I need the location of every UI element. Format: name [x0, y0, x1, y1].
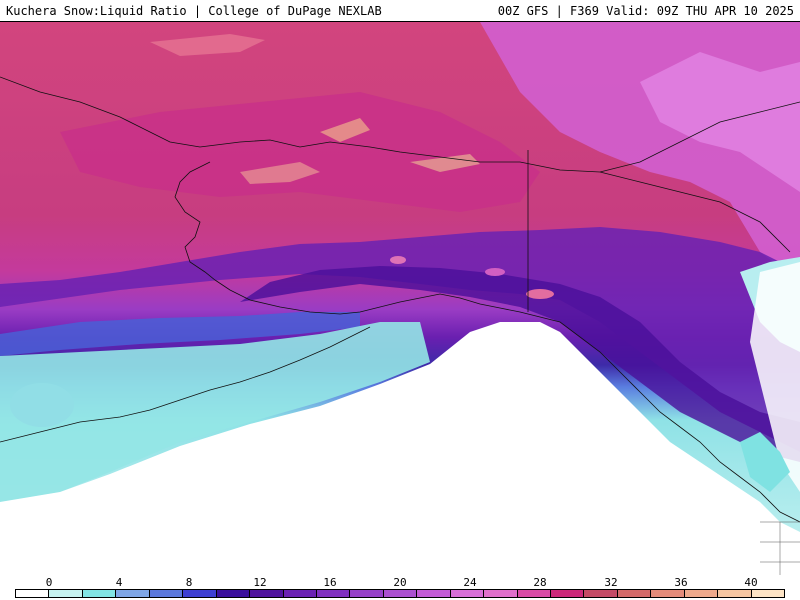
legend-color-cell — [617, 590, 652, 597]
field-pink-slope — [320, 118, 370, 142]
field-purple-band — [0, 227, 800, 452]
legend-tick: 36 — [674, 576, 688, 589]
field-blue-band — [0, 312, 360, 356]
field-pink-hotspot — [390, 256, 406, 264]
ocean-no-data — [0, 322, 800, 575]
legend-color-cell — [116, 590, 150, 597]
legend-color-cell — [450, 590, 485, 597]
legend-color-cell — [684, 590, 719, 597]
ocean-east-white — [750, 262, 800, 492]
alaska-south-coast — [249, 293, 800, 523]
legend-color-cell — [49, 590, 83, 597]
legend-color-cell — [584, 590, 618, 597]
legend-color-cell — [82, 590, 117, 597]
legend-tick: 24 — [463, 576, 477, 589]
alaska-north-coast — [0, 76, 800, 173]
field-pink-mid — [240, 162, 320, 184]
legend-tick: 4 — [115, 576, 123, 589]
run-valid-time: 00Z GFS | F369 Valid: 09Z THU APR 10 202… — [497, 4, 794, 18]
legend-tick: 0 — [45, 576, 53, 589]
field-pink-hotspot — [526, 289, 554, 299]
product-title: Kuchera Snow:Liquid Ratio | College of D… — [6, 4, 382, 18]
color-legend: 0 4 8 12 16 20 24 28 32 36 40 — [0, 575, 800, 600]
field-cyan-south — [0, 322, 430, 502]
legend-color-cell — [183, 590, 217, 597]
field-cyan-fringe — [740, 432, 790, 492]
legend-tick: 16 — [323, 576, 337, 589]
legend-tick: 28 — [533, 576, 547, 589]
aleutian-chain — [0, 326, 371, 443]
legend-color-cell — [551, 590, 585, 597]
field-pink-north — [150, 34, 265, 56]
legend-color-cell — [316, 590, 351, 597]
coastlines — [0, 76, 800, 523]
legend-tick: 32 — [604, 576, 618, 589]
legend-tick: 20 — [393, 576, 407, 589]
legend-tick: 40 — [744, 576, 758, 589]
legend-color-cell — [718, 590, 752, 597]
field-pink-east — [410, 154, 480, 172]
legend-color-cell — [149, 590, 184, 597]
lower-right-borders — [760, 521, 800, 575]
legend-color-cell — [383, 590, 418, 597]
legend-color-cell — [350, 590, 384, 597]
legend-color-cell — [417, 590, 451, 597]
legend-color-bar — [15, 589, 785, 598]
legend-color-cell — [283, 590, 317, 597]
canada-coast — [599, 171, 791, 253]
legend-color-cell — [16, 590, 50, 597]
legend-color-cell — [216, 590, 251, 597]
field-pink-hotspot — [485, 268, 505, 276]
legend-color-cell — [517, 590, 551, 597]
legend-color-cell — [250, 590, 284, 597]
alaska-west-coast — [174, 161, 251, 301]
legend-ticks: 0 4 8 12 16 20 24 28 32 36 40 — [0, 576, 800, 589]
legend-color-cell — [751, 590, 785, 597]
legend-color-cell — [651, 590, 685, 597]
legend-tick: 8 — [185, 576, 193, 589]
snow-liquid-ratio-map — [0, 22, 800, 575]
legend-tick: 12 — [253, 576, 267, 589]
map-header: Kuchera Snow:Liquid Ratio | College of D… — [0, 0, 800, 22]
legend-color-cell — [484, 590, 518, 597]
